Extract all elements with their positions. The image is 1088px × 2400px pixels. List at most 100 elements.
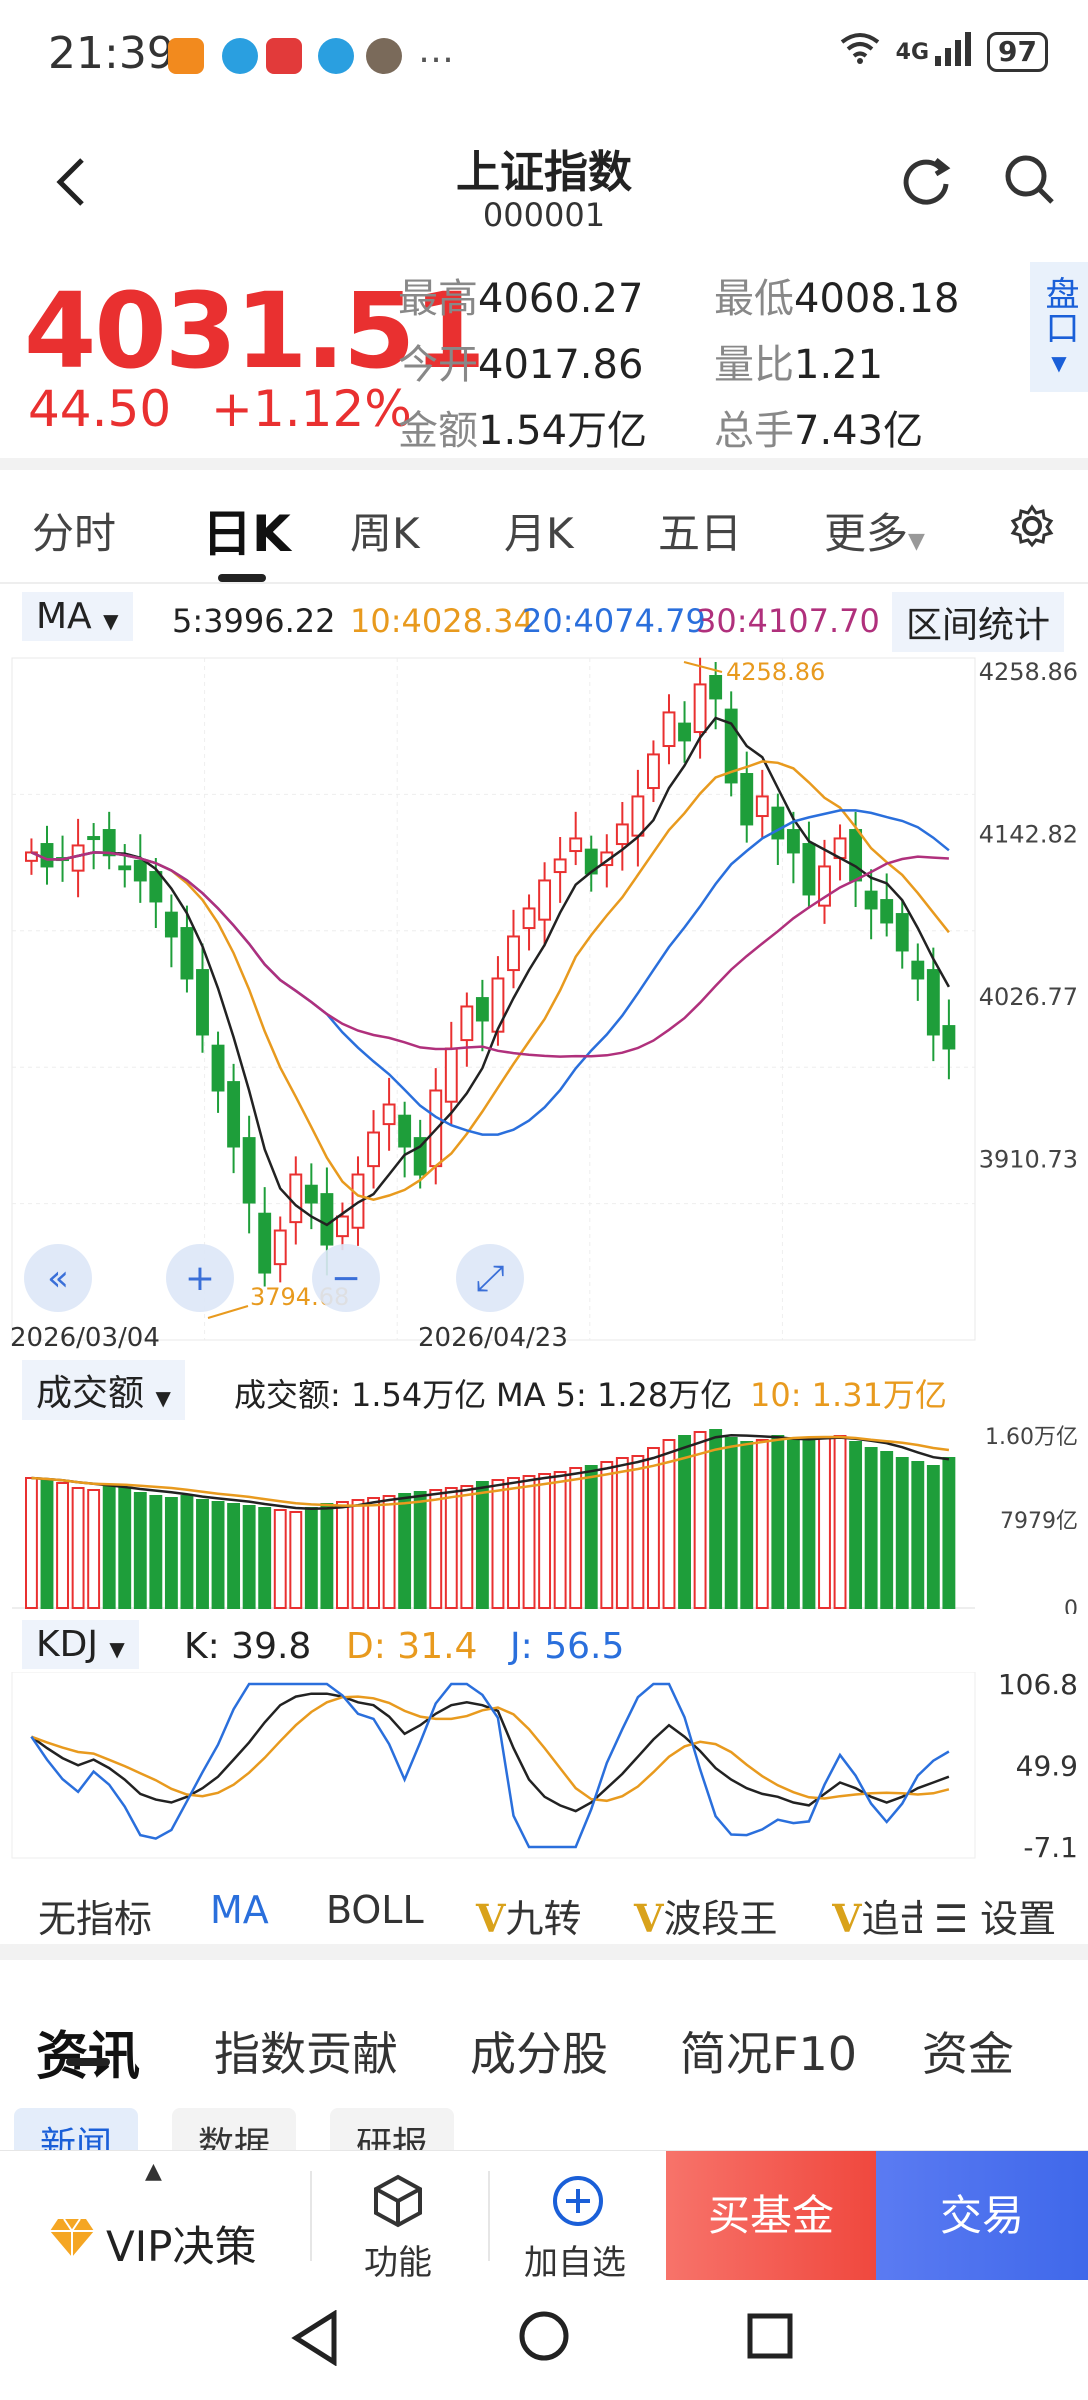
indicator-selector-main[interactable]: MA ▼: [22, 592, 133, 641]
range-stats-button[interactable]: 区间统计: [892, 592, 1065, 652]
volume-axis-label: 7979亿: [1000, 1509, 1078, 1534]
candle-body: [709, 675, 723, 700]
trade-button[interactable]: 交易: [876, 2151, 1088, 2281]
zoom-in-button[interactable]: +: [166, 1244, 234, 1312]
refresh-icon[interactable]: [896, 150, 956, 210]
app-notification-icon: [222, 38, 258, 74]
candle-body: [102, 829, 116, 857]
volume-bar: [475, 1481, 489, 1609]
back-arrow-icon[interactable]: [50, 152, 90, 212]
candle-body: [258, 1212, 272, 1274]
pankou-button[interactable]: 盘口 ▼: [1030, 262, 1088, 392]
kdj-d-line: [30, 1695, 950, 1803]
date-axis-label: 2026/04/23: [418, 1323, 568, 1350]
tab-constituents[interactable]: 成分股: [470, 2027, 608, 2081]
volume-bar: [351, 1499, 365, 1609]
stock-code: 000001: [482, 196, 606, 234]
stat-volume-ratio: 量比1.21: [714, 342, 884, 388]
candle-body: [382, 1103, 396, 1126]
tab-more[interactable]: 更多▼: [824, 509, 925, 558]
candle-body: [771, 806, 785, 840]
price-axis-label: 4258.86: [979, 658, 1078, 686]
plus-circle-icon: [550, 2173, 606, 2233]
buy-fund-button[interactable]: 买基金: [666, 2151, 876, 2281]
volume-chart[interactable]: 1.60万亿 7979亿 0: [0, 1418, 1088, 1614]
kdj-axis-label: 49.9: [1016, 1749, 1078, 1782]
tab-index-contribution[interactable]: 指数贡献: [214, 2027, 398, 2081]
tab-ma[interactable]: MA: [210, 1888, 269, 1932]
scroll-left-icon: «: [47, 1258, 69, 1299]
candle-body: [118, 865, 132, 871]
volume-ma10-line: [31, 1435, 950, 1507]
scroll-left-button[interactable]: «: [24, 1244, 92, 1312]
kdj-chart[interactable]: 106.8 49.9 -7.1: [0, 1672, 1088, 1862]
nav-home-icon[interactable]: [518, 2310, 570, 2366]
tab-boll[interactable]: BOLL: [326, 1888, 424, 1932]
app-notification-icon: [168, 38, 204, 74]
volume-bar: [553, 1471, 567, 1609]
candle-body: [631, 795, 645, 837]
volume-bar: [693, 1431, 707, 1609]
current-price: 4031.51: [24, 270, 486, 392]
volume-bar: [227, 1503, 241, 1609]
network-type: 4G: [895, 39, 930, 65]
nav-back-icon[interactable]: [290, 2309, 340, 2370]
caret-down-icon: ▼: [908, 529, 925, 554]
indicator-settings-button[interactable]: ☰ 设置: [934, 1888, 1057, 1943]
tab-no-indicator[interactable]: 无指标: [38, 1897, 153, 1941]
candlestick-chart[interactable]: 4258.864142.824026.773910.734258.863794.…: [0, 650, 1088, 1350]
kdj-d-value: D: 31.4: [346, 1626, 478, 1667]
tab-monthly-k[interactable]: 月K: [504, 509, 574, 558]
candle-body: [802, 843, 816, 896]
candle-body: [413, 1137, 427, 1176]
volume-bar: [786, 1437, 800, 1609]
caret-down-icon: ▼: [109, 1637, 125, 1661]
tab-news[interactable]: 资讯: [36, 2027, 141, 2087]
volume-bar: [926, 1465, 940, 1609]
volume-bar: [615, 1457, 629, 1609]
candle-body: [880, 899, 894, 924]
tab-nine-turn[interactable]: V九转: [476, 1896, 582, 1941]
candle-body: [507, 935, 520, 972]
volume-bar: [662, 1439, 676, 1609]
candle-body: [87, 836, 101, 841]
add-watchlist-label: 加自选: [524, 2243, 626, 2283]
tab-chase[interactable]: V追击: [832, 1896, 922, 1941]
function-button[interactable]: 功能: [312, 2151, 488, 2283]
volume-bar: [336, 1501, 349, 1609]
candle-body: [678, 722, 691, 742]
tab-wave-king[interactable]: V波段王: [634, 1896, 778, 1941]
volume-bar: [273, 1509, 287, 1609]
zoom-out-bg: [312, 1244, 380, 1312]
volume-ma5: MA 5: 1.28万亿: [496, 1376, 733, 1414]
tab-intraday[interactable]: 分时: [32, 509, 117, 558]
volume-bar: [802, 1439, 816, 1609]
add-watchlist-button[interactable]: 加自选: [490, 2151, 666, 2283]
indicator-selector-kdj[interactable]: KDJ ▼: [22, 1620, 139, 1669]
volume-axis-label: 0: [1064, 1597, 1078, 1614]
candle-body: [615, 823, 629, 846]
search-icon[interactable]: [1000, 150, 1060, 210]
volume-bar: [507, 1477, 520, 1609]
tab-capital[interactable]: 资金: [922, 2027, 1014, 2081]
tab-daily-k[interactable]: 日K: [202, 505, 291, 563]
volume-bar: [164, 1497, 178, 1609]
zoom-in-bg: [166, 1244, 234, 1312]
nav-recents-icon[interactable]: [746, 2312, 794, 2364]
tab-f10[interactable]: 简况F10: [680, 2027, 857, 2081]
tab-five-day[interactable]: 五日: [658, 509, 743, 558]
candle-body: [242, 1137, 256, 1204]
volume-bar: [849, 1441, 863, 1609]
zoom-out-icon: −: [331, 1258, 361, 1299]
wifi-icon: [838, 30, 882, 74]
indicator-selector-volume[interactable]: 成交额 ▼: [22, 1360, 185, 1420]
vip-decision-button[interactable]: ▲ VIP决策: [0, 2151, 310, 2281]
tab-weekly-k[interactable]: 周K: [350, 509, 420, 558]
chart-settings-icon[interactable]: [1010, 504, 1054, 558]
volume-bar: [118, 1487, 132, 1609]
price-change: 44.50 +1.12%: [28, 380, 412, 438]
fullscreen-button[interactable]: ⤢: [456, 1244, 524, 1312]
zoom-out-button[interactable]: −: [312, 1244, 380, 1312]
ma-legend-row: MA ▼ 5:3996.22 10:4028.34 20:4074.79 30:…: [0, 590, 1088, 652]
volume-bar: [102, 1485, 116, 1609]
